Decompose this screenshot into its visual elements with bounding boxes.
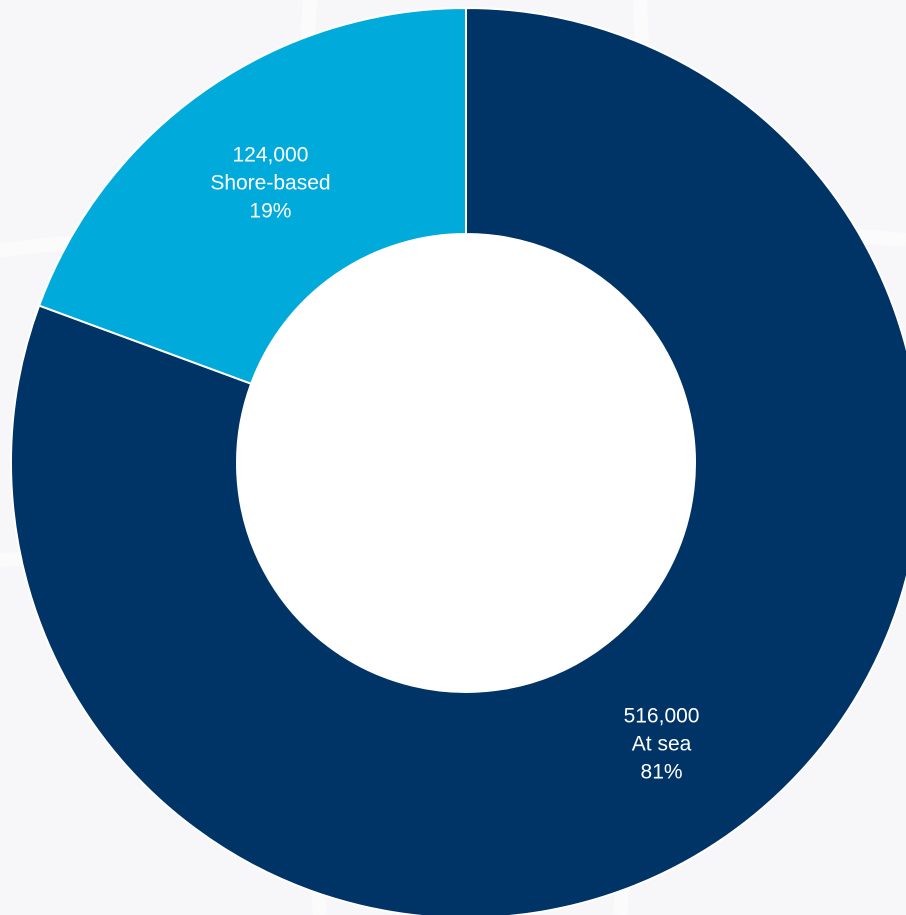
donut-hole [237, 234, 695, 692]
labels-group: 516,000 At sea 81% 124,000 Shore-based 19% [210, 143, 699, 783]
slice-value-label: 124,000 [232, 143, 308, 166]
slice-name-label: At sea [632, 733, 692, 756]
slice-percent-label: 19% [249, 199, 291, 222]
slice-percent-label: 81% [641, 761, 683, 784]
slice-value-label: 516,000 [624, 705, 700, 728]
slice-name-label: Shore-based [210, 171, 330, 194]
